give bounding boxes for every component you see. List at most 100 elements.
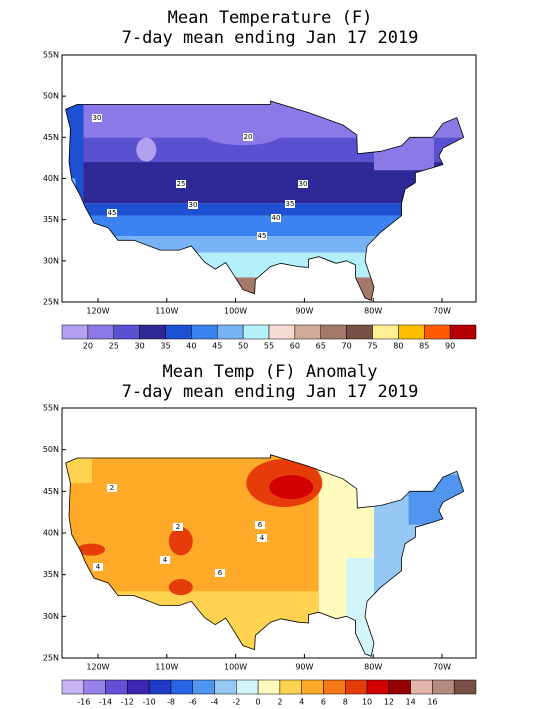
- map-title: Mean Temperature (F): [168, 8, 373, 28]
- colorbar-box: [410, 679, 433, 695]
- anom-blob: [168, 527, 193, 556]
- colorbar-box: [257, 679, 281, 695]
- colorbar-label: 10: [362, 698, 372, 707]
- lon-label: 100W: [224, 307, 247, 316]
- lat-label: 55N: [43, 404, 59, 413]
- lon-label: 70W: [433, 663, 451, 672]
- lon-label: 70W: [433, 307, 451, 316]
- temp-band: [374, 101, 434, 171]
- colorbar-label: 16: [427, 698, 437, 707]
- colorbar-label: 8: [343, 698, 348, 707]
- colorbar-box: [345, 679, 368, 695]
- us-outline: [65, 454, 465, 657]
- colorbar-label: 30: [135, 342, 145, 351]
- colorbar-box: [323, 679, 346, 695]
- anom-blob: [269, 475, 314, 500]
- colorbar-box: [268, 324, 296, 340]
- lat-label: 55N: [43, 51, 59, 60]
- colorbar-box: [301, 679, 324, 695]
- contour-label: 30: [93, 114, 102, 122]
- contour-label: 25: [177, 180, 186, 188]
- lat-label: 50N: [43, 92, 59, 101]
- colorbar-box: [366, 679, 390, 695]
- colorbar-box: [432, 679, 455, 695]
- colorbar-label: 55: [264, 342, 274, 351]
- lon-label: 90W: [295, 663, 313, 672]
- colorbar-label: 4: [299, 698, 304, 707]
- lon-label: 80W: [364, 663, 382, 672]
- anom-band: [65, 458, 92, 483]
- colorbar-label: -6: [189, 698, 197, 707]
- lat-label: 25N: [43, 654, 59, 663]
- lon-label: 120W: [86, 307, 109, 316]
- colorbar-label: 75: [367, 342, 377, 351]
- contour-label-bg: [255, 521, 265, 529]
- contour-label: 30: [299, 180, 308, 188]
- colorbar-box: [449, 324, 477, 340]
- contour-label-bg: [271, 214, 281, 222]
- anom-band: [374, 454, 464, 657]
- colorbar-label: 60: [290, 342, 300, 351]
- colorbar-label: 85: [419, 342, 429, 351]
- colorbar-box: [242, 324, 270, 340]
- lon-label: 120W: [86, 663, 109, 672]
- lon-label: 110W: [155, 663, 178, 672]
- colorbar-box: [139, 324, 166, 340]
- lon-label: 80W: [364, 307, 382, 316]
- colorbar-box: [165, 324, 192, 340]
- temp-band: [65, 178, 76, 245]
- temp-band: [65, 277, 464, 301]
- colorbar-box: [236, 679, 259, 695]
- contour-label: 4: [163, 556, 168, 564]
- colorbar-label: 50: [238, 342, 248, 351]
- lat-label: 40N: [43, 174, 59, 183]
- colorbar-box: [388, 679, 411, 695]
- contour-label: 2: [176, 523, 180, 531]
- lon-label: 110W: [155, 307, 178, 316]
- field: [65, 454, 464, 657]
- contour-label: 20: [244, 133, 253, 141]
- contour-label-bg: [160, 556, 170, 564]
- temp-blob: [202, 121, 283, 146]
- colorbar-box: [214, 679, 237, 695]
- colorbar-box: [61, 679, 85, 695]
- lon-label: 90W: [295, 307, 313, 316]
- temp-band: [65, 203, 464, 216]
- contour-label: 4: [260, 534, 265, 542]
- colorbar-label: -4: [211, 698, 219, 707]
- colorbar-box: [170, 679, 193, 695]
- colorbar-label: 14: [406, 698, 416, 707]
- colorbar-box: [453, 679, 477, 695]
- contour-label: 2: [110, 484, 114, 492]
- field: [65, 101, 464, 301]
- us-outline: [65, 100, 465, 301]
- contour-label-bg: [176, 180, 186, 188]
- contour-label-bg: [93, 563, 103, 571]
- contour-label-bg: [257, 232, 267, 240]
- map-title: 7-day mean ending Jan 17 2019: [122, 382, 419, 402]
- anom-blob: [77, 543, 106, 556]
- temp-band: [65, 252, 464, 278]
- contour-label-bg: [173, 523, 183, 531]
- contour-label: 45: [258, 232, 267, 240]
- colorbar-label: 40: [186, 342, 196, 351]
- colorbar-box: [320, 324, 347, 340]
- colorbar-label: 35: [160, 342, 170, 351]
- lat-label: 40N: [43, 529, 59, 538]
- colorbar-box: [105, 679, 128, 695]
- contour-label: 30: [189, 201, 198, 209]
- colorbar-box: [87, 324, 114, 340]
- contour-label-bg: [215, 569, 225, 577]
- contour-label-bg: [243, 133, 253, 141]
- contour-label: 6: [218, 569, 223, 577]
- colorbar-label: -14: [99, 698, 112, 707]
- colorbar-label: 65: [316, 342, 326, 351]
- colorbar-box: [61, 324, 89, 340]
- colorbar-label: 20: [83, 342, 93, 351]
- colorbar-label: 70: [342, 342, 352, 351]
- colorbar-label: -8: [167, 698, 175, 707]
- contour-label: 4: [96, 563, 101, 571]
- lat-label: 30N: [43, 256, 59, 265]
- temp-band: [65, 236, 464, 253]
